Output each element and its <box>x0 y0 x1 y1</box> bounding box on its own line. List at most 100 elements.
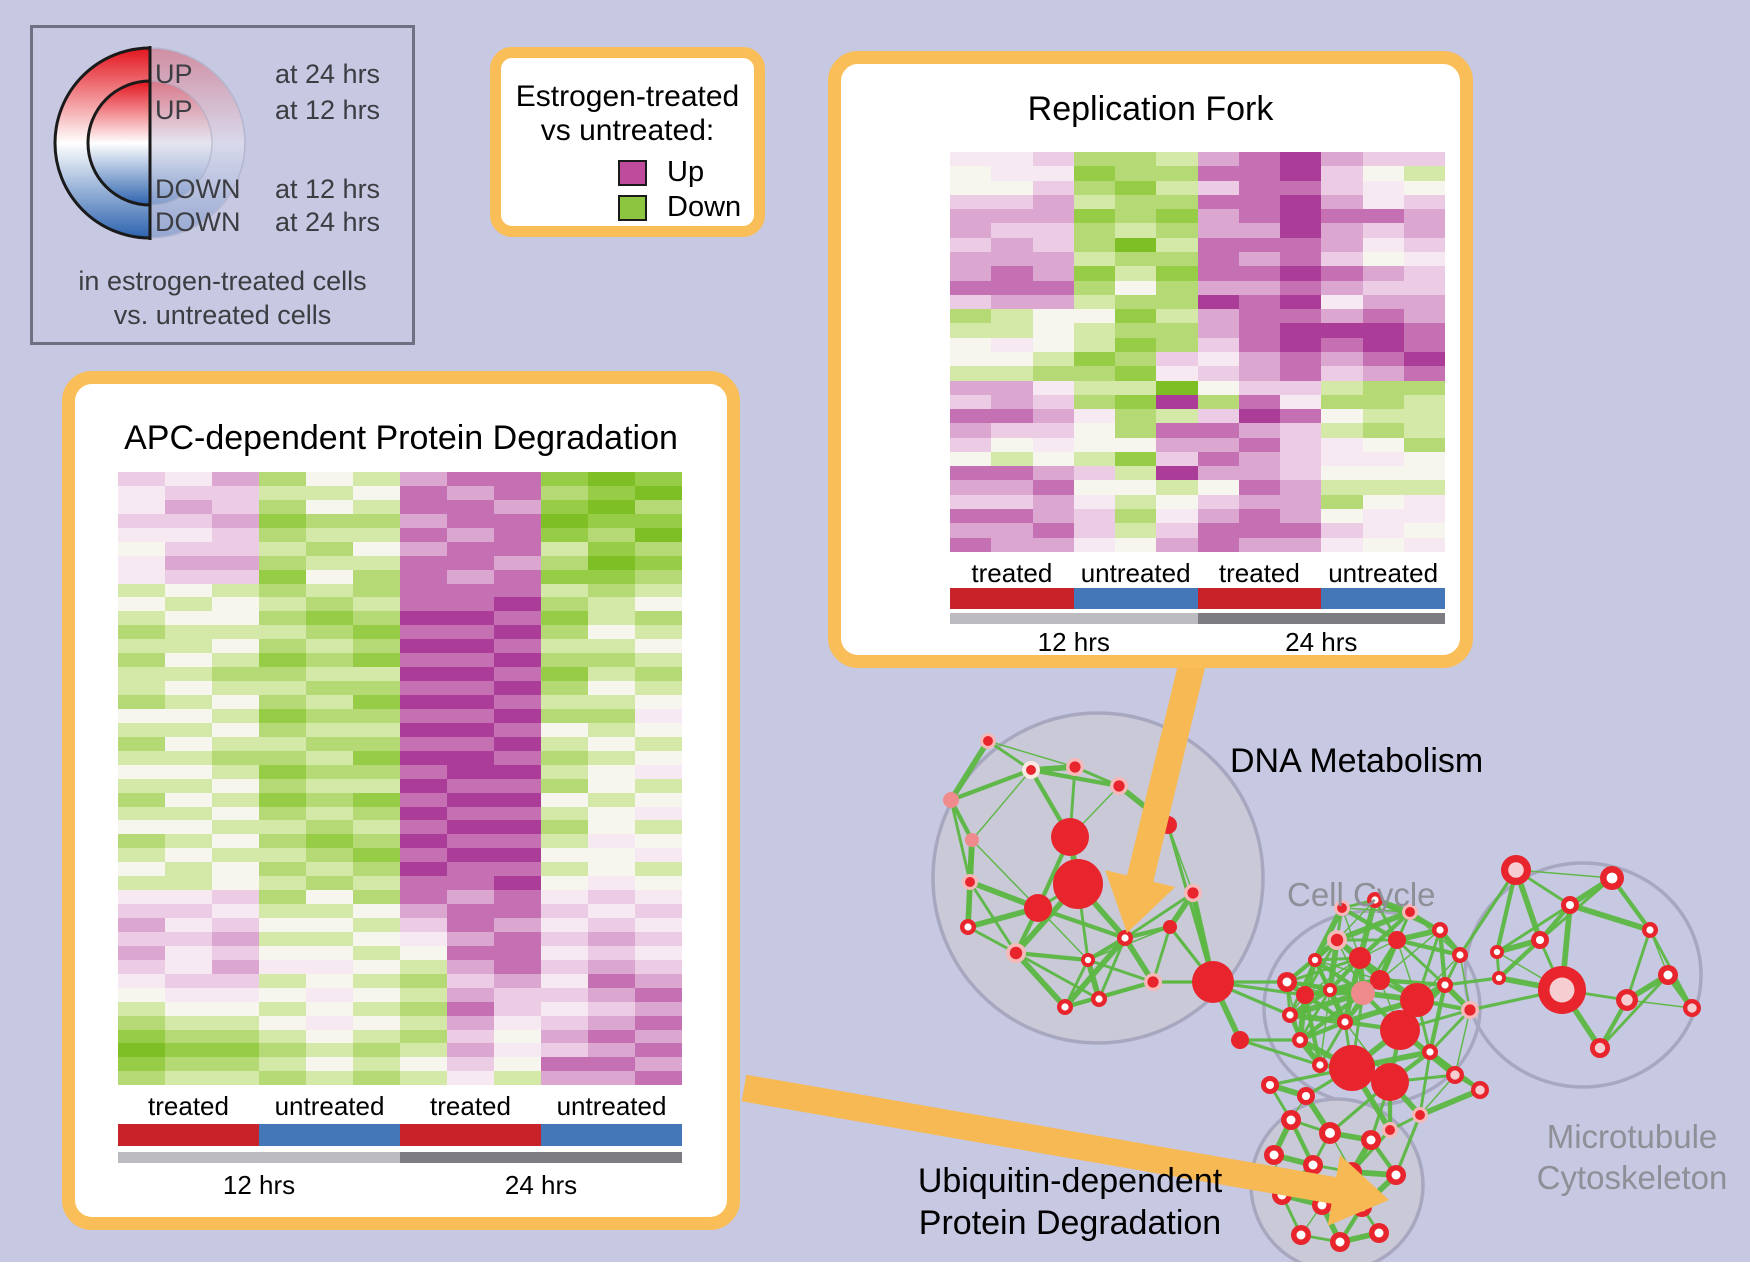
heatmap-cell <box>1362 194 1404 210</box>
heatmap-row <box>118 499 682 514</box>
heatmap-cell <box>118 499 165 514</box>
heatmap-cell <box>1280 523 1322 538</box>
heatmap-cell <box>635 681 682 695</box>
heatmap-cell <box>259 945 306 960</box>
heatmap-cell <box>1403 394 1445 410</box>
heatmap-cell <box>541 499 588 514</box>
heatmap-cell <box>635 918 682 932</box>
heatmap-cell <box>1321 394 1363 410</box>
heatmap-cell <box>165 513 212 528</box>
heatmap-cell <box>306 959 353 974</box>
heatmap-cell <box>447 959 494 974</box>
heatmap-cell <box>1362 423 1404 438</box>
heatmap-cell <box>494 945 541 960</box>
heatmap-cell <box>1362 209 1404 224</box>
heatmap-cell <box>118 625 165 640</box>
heatmap-cell <box>1362 152 1404 167</box>
heatmap-cell <box>494 806 541 821</box>
heatmap-cell <box>494 959 541 974</box>
heatmap-cell <box>306 499 353 514</box>
heatmap-cell <box>494 583 541 598</box>
heatmap-cell <box>306 834 353 849</box>
heatmap-cell <box>1321 180 1363 195</box>
heatmap-row <box>118 485 682 500</box>
heatmap-cell <box>635 472 682 486</box>
gene-set-node-s <box>1380 1010 1420 1050</box>
heatmap-cell <box>1321 280 1363 295</box>
heatmap-row <box>118 820 682 835</box>
heatmap-cell <box>635 639 682 654</box>
heatmap-cell <box>259 653 306 668</box>
heatmap-cell <box>1362 537 1404 552</box>
heatmap-cell <box>400 653 447 668</box>
heatmap-cell <box>494 667 541 682</box>
apc-untreated-bar-12 <box>259 1124 400 1146</box>
heatmap-cell <box>212 736 259 751</box>
gene-set-node-s <box>1370 970 1390 990</box>
heatmap-row <box>950 423 1445 438</box>
heatmap-cell <box>447 667 494 682</box>
heatmap-cell <box>494 569 541 584</box>
gene-set-node-w <box>1366 1135 1376 1145</box>
heatmap-cell <box>991 323 1033 338</box>
heatmap-cell <box>259 485 306 500</box>
heatmap-cell <box>400 472 447 486</box>
heatmap-cell <box>400 499 447 514</box>
heatmap-cell <box>447 1001 494 1016</box>
heatmap-cell <box>494 611 541 626</box>
heatmap-cell <box>1156 280 1198 295</box>
heatmap-cell <box>306 1029 353 1044</box>
replication-fork-panel: Replication Fork treated untreated treat… <box>828 51 1473 668</box>
heatmap-cell <box>1238 237 1280 252</box>
replication-fork-title: Replication Fork <box>1027 90 1274 128</box>
gene-set-node-w <box>1493 948 1501 956</box>
heatmap-cell <box>118 653 165 668</box>
heatmap-cell <box>259 708 306 723</box>
heatmap-cell <box>353 722 400 737</box>
heatmap-cell <box>353 973 400 988</box>
heatmap-cell <box>1403 480 1445 495</box>
heatmap-cell <box>1032 494 1074 510</box>
heatmap-cell <box>353 806 400 821</box>
heatmap-cell <box>1403 266 1445 281</box>
heatmap-cell <box>400 569 447 584</box>
heatmap-cell <box>541 1001 588 1016</box>
heatmap-cell <box>165 527 212 542</box>
heatmap-cell <box>165 792 212 807</box>
heatmap-cell <box>588 722 635 737</box>
heatmap-cell <box>118 583 165 598</box>
network-edge <box>1087 958 1154 984</box>
heatmap-cell <box>541 1071 588 1086</box>
heatmap-cell <box>991 480 1033 495</box>
legend-title-line1: Estrogen-treated <box>515 80 740 113</box>
heatmap-cell <box>165 1057 212 1072</box>
network-edge <box>1289 1012 1346 1025</box>
heatmap-cell <box>588 611 635 626</box>
heatmap-cell <box>950 266 992 281</box>
heatmap-row <box>118 931 682 946</box>
heatmap-cell <box>541 1015 588 1030</box>
heatmap-cell <box>447 555 494 570</box>
concentric-timepoint-rings <box>53 46 246 240</box>
heatmap-cell <box>400 792 447 807</box>
heatmap-cell <box>1115 294 1157 310</box>
heatmap-cell <box>1197 537 1239 552</box>
heatmap-cell <box>1403 323 1445 338</box>
heatmap-cell <box>306 611 353 626</box>
gene-set-node-w <box>1282 977 1292 987</box>
heatmap-cell <box>259 1057 306 1072</box>
network-edge <box>1299 1020 1346 1042</box>
heatmap-cell <box>259 987 306 1002</box>
heatmap-cell <box>400 597 447 612</box>
heatmap-cell <box>991 380 1033 395</box>
heatmap-cell <box>165 1071 212 1086</box>
heatmap-cell <box>259 639 306 654</box>
heatmap-cell <box>1197 451 1239 467</box>
apc-group-treated-12: treated <box>148 1091 229 1121</box>
heatmap-cell <box>447 931 494 946</box>
heatmap-cell <box>400 611 447 626</box>
heatmap-cell <box>400 708 447 723</box>
heatmap-row <box>118 1043 682 1058</box>
heatmap-cell <box>1073 509 1115 524</box>
heatmap-cell <box>1115 523 1157 538</box>
